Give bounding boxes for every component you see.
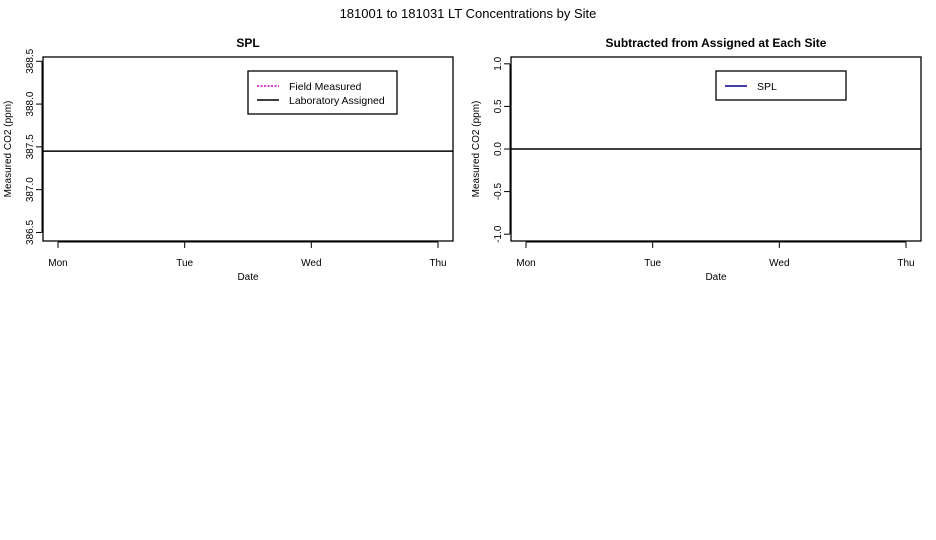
x-tick-label: Mon [48,258,67,269]
y-tick-label: 388.5 [25,48,36,73]
y-axis-label: Measured CO2 (ppm) [471,101,482,198]
legend-label: SPL [757,81,777,93]
y-tick-label: 386.5 [25,219,36,244]
panel-title: SPL [236,36,259,50]
x-tick-label: Tue [176,258,193,269]
y-tick-label: 387.5 [25,134,36,159]
y-tick-label: -1.0 [493,225,504,243]
chart-panel-1: SPL Mon Tue Wed Thu Date 386.5 387.0 387.5 388.0 3… [3,36,454,283]
y-tick-label: 1.0 [493,56,504,70]
x-tick-label: Mon [516,258,535,269]
page-title: 181001 to 181031 LT Concentrations by Si… [339,6,597,21]
y-tick-label: 388.0 [25,91,36,116]
y-tick-label: 0.0 [493,142,504,156]
legend-label: Laboratory Assigned [289,95,385,107]
x-axis-label: Date [705,272,727,283]
legend: Field Measured Laboratory Assigned [247,70,398,115]
legend: SPL [715,70,847,101]
y-tick-label: 387.0 [25,177,36,202]
legend-label: Field Measured [289,81,362,93]
plot-frame [42,56,454,242]
x-tick-label: Tue [644,258,661,269]
x-tick-label: Wed [301,258,321,269]
x-tick-label: Thu [429,258,446,269]
panel-title: Subtracted from Assigned at Each Site [606,36,827,50]
legend-box [715,70,847,101]
chart-panel-2: Subtracted from Assigned at Each Site Mon… [471,36,922,283]
y-axis-label: Measured CO2 (ppm) [3,101,14,198]
legend-box [247,70,398,115]
x-axis-label: Date [237,272,259,283]
y-tick-label: -0.5 [493,183,504,201]
x-tick-label: Thu [897,258,914,269]
y-tick-label: 0.5 [493,99,504,113]
x-tick-label: Wed [769,258,789,269]
